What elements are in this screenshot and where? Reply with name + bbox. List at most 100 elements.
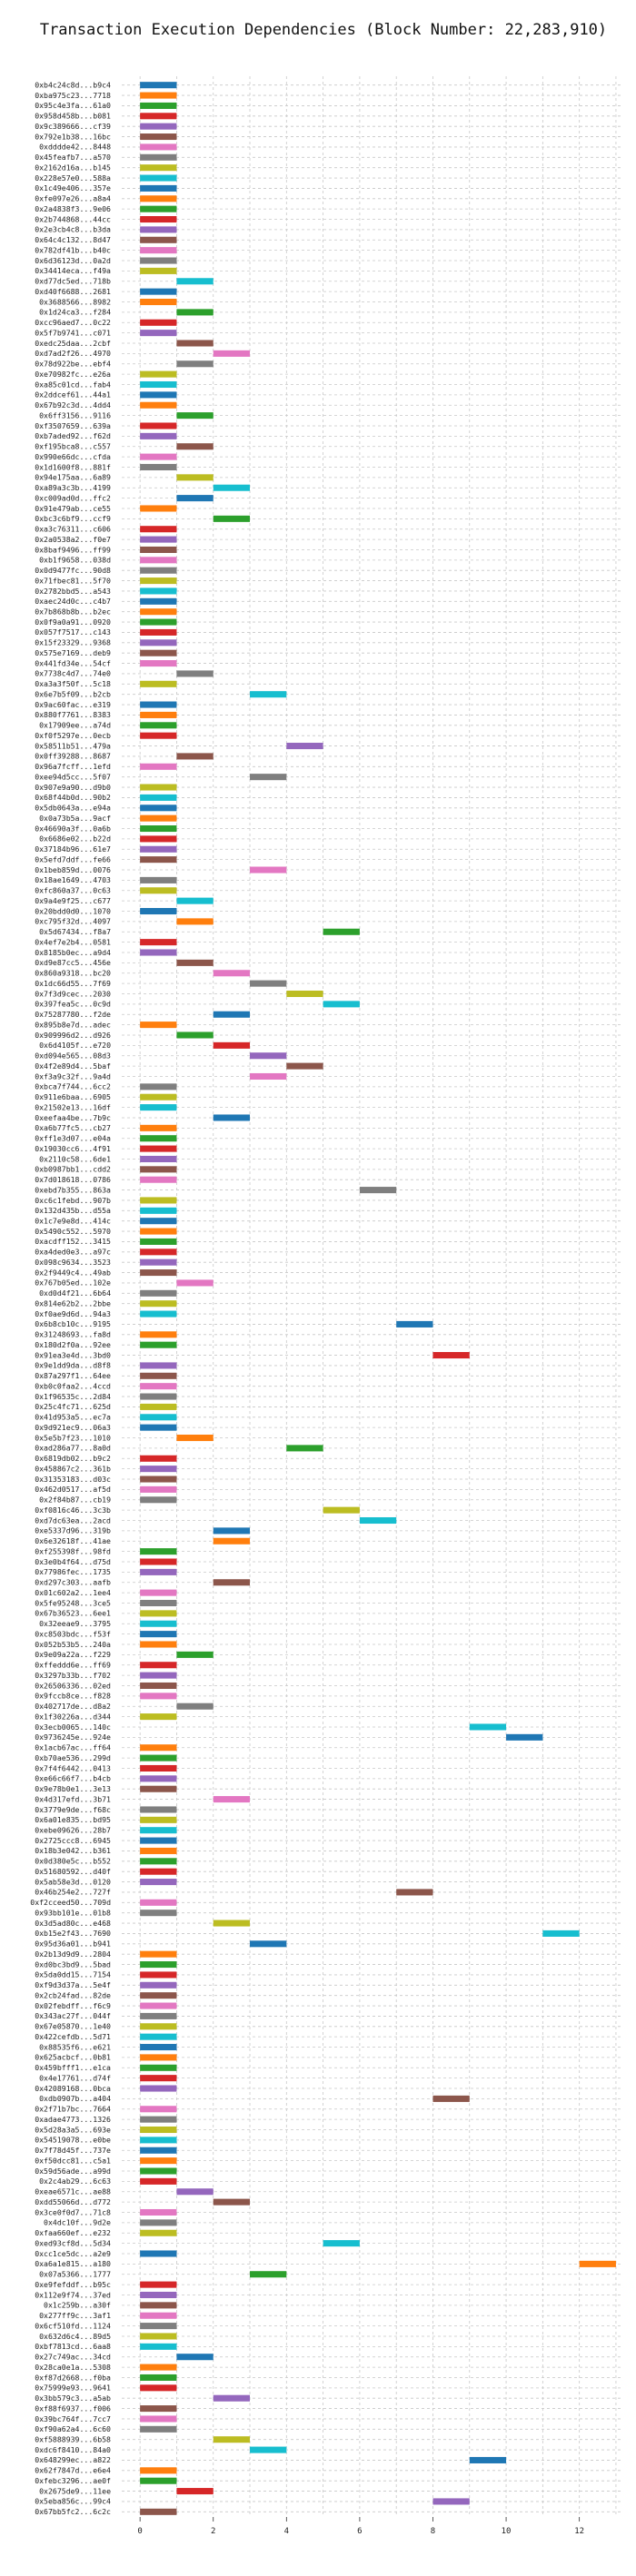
tx-label: 0x1dc66d55...7f69	[35, 979, 111, 988]
tx-label: 0xb4c24c8d...b9c4	[35, 80, 111, 89]
tx-label: 0xdb0907b...a404	[39, 2094, 111, 2103]
bar	[140, 794, 177, 801]
tx-label: 0x0d9477fc...90d8	[35, 566, 111, 575]
tx-label: 0x2110c58...6de1	[39, 1154, 111, 1163]
bar	[140, 1662, 177, 1669]
tx-label: 0xe66c66f7...b4cb	[35, 1774, 111, 1783]
tx-label: 0x3297b33b...f702	[35, 1671, 111, 1680]
tx-label: 0xf87d2668...f0ba	[35, 2373, 111, 2382]
bar	[176, 959, 214, 966]
tx-label: 0x9e1dd9da...d8f8	[35, 1361, 111, 1370]
tx-label: 0xadae4773...1326	[35, 2115, 111, 2124]
tx-label: 0xa89a3c3b...4199	[35, 483, 111, 492]
bar	[140, 1858, 177, 1865]
bar	[140, 453, 177, 460]
bar	[140, 1083, 177, 1091]
tx-label: 0xb0987bb1...cdd2	[35, 1165, 111, 1174]
bar	[140, 319, 177, 326]
tx-label: 0x18b3e042...b361	[35, 1846, 111, 1855]
tx-label: 0x1d1600f8...881f	[35, 462, 111, 471]
bar	[140, 546, 177, 553]
tx-label: 0x37184b96...61e7	[35, 844, 111, 854]
bar	[542, 1930, 580, 1937]
bar	[213, 1041, 251, 1049]
bar	[140, 2323, 177, 2330]
tx-label: 0x5db0643a...e94a	[35, 804, 111, 813]
tx-label: 0x1c259b...a30f	[44, 2301, 111, 2310]
bar	[176, 1651, 214, 1658]
bar	[140, 1022, 177, 1029]
tx-label: 0x45feafb7...a570	[35, 153, 111, 162]
tx-label: 0x5da0dd15...7154	[35, 1970, 111, 1979]
tx-label: 0x2725ccc8...6945	[35, 1836, 111, 1845]
bar	[140, 1599, 177, 1607]
tx-label: 0x96a7fcff...1efd	[35, 762, 111, 771]
bar	[140, 1238, 177, 1245]
tx-label: 0x7f3d9cec...2030	[35, 989, 111, 998]
tx-label: 0xbc3c6bf9...ccf9	[35, 514, 111, 523]
tx-label: 0x32eeae9...3795	[39, 1619, 111, 1628]
tx-label: 0x1c49e406...357e	[35, 183, 111, 192]
tx-label: 0x3bb579c3...a5ab	[35, 2393, 111, 2403]
tx-label: 0x67bb5fc2...6c2c	[35, 2507, 111, 2516]
bar	[140, 2374, 177, 2381]
bar	[140, 2467, 177, 2474]
tx-label: 0x098c9634...3523	[35, 1258, 111, 1267]
tx-label: 0x2c4ab29...6c63	[39, 2176, 111, 2186]
tx-label: 0x7738c4d7...74e0	[35, 669, 111, 678]
bar	[140, 2157, 177, 2165]
tx-label: 0x2ddcef61...44a1	[35, 390, 111, 400]
tx-label: 0x75287780...f2de	[35, 1010, 111, 1019]
bar	[140, 1631, 177, 1638]
bar	[140, 153, 177, 161]
tx-label: 0x93bb101e...01b8	[35, 1908, 111, 1917]
bar	[140, 1331, 177, 1338]
bar	[140, 536, 177, 543]
bar	[140, 577, 177, 585]
bar	[140, 856, 177, 864]
tx-label: 0x8baf9496...ff99	[35, 545, 111, 554]
tx-label: 0xc6c1febd...907b	[35, 1196, 111, 1205]
bar	[140, 195, 177, 202]
bar	[213, 350, 251, 357]
bar	[506, 1733, 543, 1741]
tx-label: 0xa3c76311...c606	[35, 525, 111, 534]
tx-label: 0x51680592...d40f	[35, 1867, 111, 1876]
bar	[323, 928, 360, 935]
tx-label: 0xb7aded92...f62d	[35, 431, 111, 440]
tx-label: 0x68f44b0d...90b2	[35, 793, 111, 802]
tx-label: 0x0d380e5c...b552	[35, 1857, 111, 1866]
tx-label: 0xba975c23...7718	[35, 91, 111, 100]
bar	[140, 82, 177, 89]
tx-label: 0x1beb859d...0076	[35, 865, 111, 874]
bar	[140, 2054, 177, 2061]
tx-label: 0x1c7e9e8d...414c	[35, 1217, 111, 1226]
tx-label: 0x6a01e835...bd95	[35, 1815, 111, 1824]
tx-label: 0xbf7813cd...6aa8	[35, 2342, 111, 2351]
tx-label: 0xdc6f8410...84a0	[35, 2445, 111, 2454]
tx-label: 0x26506336...02ed	[35, 1681, 111, 1690]
bar	[140, 1104, 177, 1111]
tx-label: 0x911e6baa...6905	[35, 1092, 111, 1101]
tx-label: 0xe70982fc...e26a	[35, 370, 111, 379]
bar	[140, 2384, 177, 2392]
tx-label: 0xcc96aed7...0c22	[35, 318, 111, 327]
bar	[140, 205, 177, 212]
tx-label: 0x75999e93...9641	[35, 2384, 111, 2393]
tx-label: 0x3e0b4f64...d75d	[35, 1557, 111, 1566]
tx-label: 0x3ecb0065...140c	[35, 1722, 111, 1732]
tx-label: 0x54519078...e0be	[35, 2136, 111, 2145]
bar	[213, 2198, 251, 2206]
x-tick-label: 8	[431, 2527, 435, 2536]
bar	[140, 1992, 177, 1999]
bar	[176, 278, 214, 285]
bar	[213, 970, 251, 977]
tx-label: 0x6d4105f...e720	[39, 1041, 111, 1050]
bar	[213, 1537, 251, 1545]
bar	[140, 267, 177, 274]
tx-label: 0x31353183...d03c	[35, 1475, 111, 1484]
bar	[323, 2240, 360, 2247]
tx-label: 0xf3a9c32f...9a4d	[35, 1071, 111, 1081]
tx-label: 0x5eba856c...99c4	[35, 2497, 111, 2506]
bar	[176, 2488, 214, 2495]
